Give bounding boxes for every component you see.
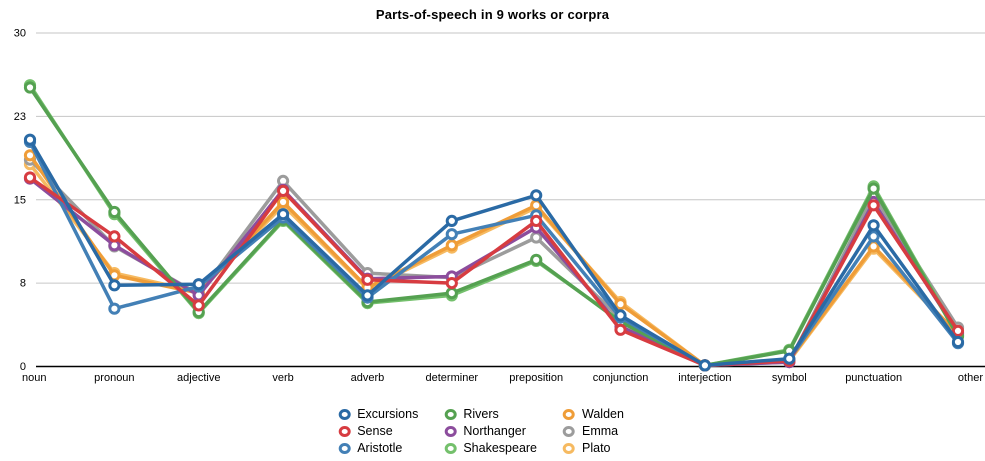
legend-ring-icon xyxy=(338,426,351,437)
y-tick-label: 0 xyxy=(20,361,26,373)
legend-label: Aristotle xyxy=(357,441,403,455)
data-point-excursions-determiner xyxy=(445,214,458,227)
y-tick-label: 8 xyxy=(20,278,26,290)
y-tick-label: 30 xyxy=(14,28,26,40)
legend-label: Shakespeare xyxy=(463,441,538,455)
legend-label: Excursions xyxy=(357,407,419,421)
legend-item-walden: Walden xyxy=(563,406,624,423)
data-point-emma-preposition xyxy=(530,231,543,244)
chart-legend: Excursions Sense Aristotle Rivers Northanger… xyxy=(338,406,624,457)
data-point-excursions-adverb xyxy=(361,289,374,302)
data-point-excursions-punctuation xyxy=(867,219,880,232)
chart-title: Parts-of-speech in 9 works or corpra xyxy=(375,7,610,22)
legend-item-plato: Plato xyxy=(563,440,624,457)
data-point-sense-determiner xyxy=(445,277,458,290)
data-point-excursions-preposition xyxy=(530,189,543,202)
legend-ring-icon xyxy=(444,443,457,454)
legend-item-sense: Sense xyxy=(338,423,418,440)
data-point-walden-noun xyxy=(23,149,37,162)
data-point-sense-verb xyxy=(277,184,290,197)
data-point-rivers-determiner xyxy=(445,287,458,300)
legend-item-emma: Emma xyxy=(563,423,624,440)
legend-ring-icon xyxy=(563,443,576,454)
data-point-sense-adjective xyxy=(192,299,205,312)
data-point-sense-conjunction xyxy=(614,323,627,336)
data-point-aristotle-pronoun xyxy=(108,302,121,315)
data-point-excursions-interjection xyxy=(698,359,712,372)
data-point-rivers-preposition xyxy=(530,253,543,266)
legend-label: Rivers xyxy=(463,407,499,421)
x-category-label: preposition xyxy=(509,372,563,384)
legend-item-excursions: Excursions xyxy=(338,406,418,423)
x-category-label: noun xyxy=(22,372,46,384)
line-chart-plot-area: 0 8 15 23 30 noun pronoun adjective verb adverb de… xyxy=(14,28,985,384)
x-category-label: punctuation xyxy=(845,372,902,384)
legend-label: Emma xyxy=(582,424,619,438)
data-point-excursions-adjective xyxy=(192,278,205,291)
legend-label: Walden xyxy=(582,407,624,421)
legend-item-rivers: Rivers xyxy=(444,406,537,423)
data-point-excursions-noun xyxy=(23,133,37,146)
data-point-sense-pronoun xyxy=(108,230,121,243)
data-point-excursions-other xyxy=(951,335,965,349)
x-category-label: verb xyxy=(272,372,293,384)
data-point-aristotle-determiner xyxy=(445,228,458,241)
x-category-label: conjunction xyxy=(593,372,649,384)
legend-ring-icon xyxy=(444,426,457,437)
legend-ring-icon xyxy=(338,443,351,454)
data-point-sense-noun xyxy=(23,171,37,184)
series-line-emma xyxy=(28,157,960,368)
legend-item-shakespeare: Shakespeare xyxy=(444,440,537,457)
y-tick-label: 15 xyxy=(14,194,26,206)
legend-item-aristotle: Aristotle xyxy=(338,440,418,457)
data-point-rivers-noun xyxy=(23,81,37,94)
legend-ring-icon xyxy=(563,426,576,437)
series-line-excursions xyxy=(28,137,960,368)
legend-ring-icon xyxy=(338,409,351,420)
x-category-label: adjective xyxy=(177,372,220,384)
data-point-excursions-pronoun xyxy=(108,279,121,292)
series-line-walden xyxy=(28,153,960,368)
x-category-label: interjection xyxy=(678,372,731,384)
data-point-excursions-conjunction xyxy=(614,309,627,322)
x-category-label: determiner xyxy=(426,372,479,384)
x-category-label: other xyxy=(958,372,983,384)
legend-label: Northanger xyxy=(463,424,526,438)
data-point-sense-preposition xyxy=(530,214,543,227)
x-category-label: symbol xyxy=(772,372,807,384)
data-point-rivers-pronoun xyxy=(108,205,121,219)
series-line-sense xyxy=(28,175,960,368)
x-category-label: adverb xyxy=(351,372,385,384)
legend-item-northanger: Northanger xyxy=(444,423,537,440)
data-point-sense-punctuation xyxy=(867,199,880,212)
data-point-walden-determiner xyxy=(445,239,458,252)
legend-ring-icon xyxy=(563,409,576,420)
legend-ring-icon xyxy=(444,409,457,420)
data-point-excursions-verb xyxy=(277,208,290,221)
y-tick-label: 23 xyxy=(14,111,26,123)
data-point-excursions-symbol xyxy=(783,352,796,365)
data-point-aristotle-punctuation xyxy=(867,230,880,243)
x-category-label: pronoun xyxy=(94,372,134,384)
data-point-walden-conjunction xyxy=(614,298,627,311)
legend-label: Plato xyxy=(582,441,611,455)
series-line-plato xyxy=(28,162,960,368)
data-point-walden-verb xyxy=(277,195,290,209)
data-point-sense-adverb xyxy=(361,273,374,286)
legend-label: Sense xyxy=(357,424,393,438)
data-point-rivers-punctuation xyxy=(867,182,880,195)
data-point-sense-other xyxy=(951,324,965,337)
